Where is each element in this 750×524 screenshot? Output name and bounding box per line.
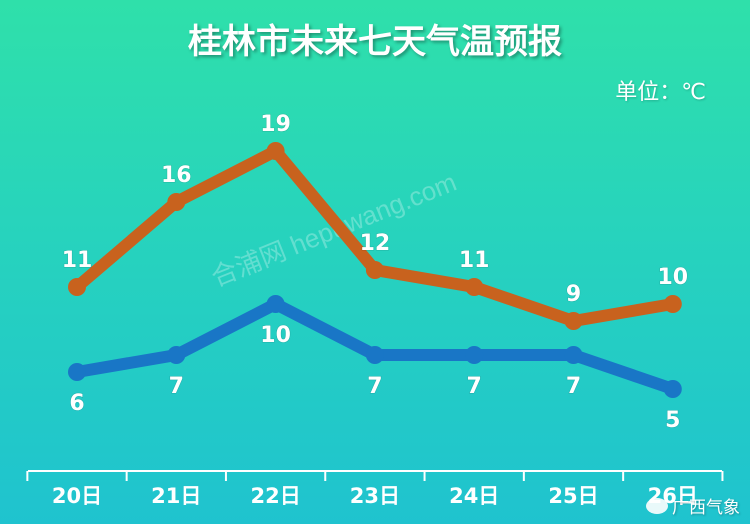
data-point-high [68, 278, 86, 296]
x-tick-label: 22日 [250, 484, 300, 508]
data-label-high: 10 [657, 265, 688, 290]
data-point-high [365, 261, 384, 279]
data-label-high: 16 [161, 163, 192, 188]
data-point-high [465, 278, 484, 296]
data-point-high [564, 312, 583, 330]
data-label-low: 6 [69, 391, 84, 416]
data-point-low [465, 346, 484, 364]
data-label-low: 7 [566, 374, 581, 399]
data-point-low [564, 346, 583, 364]
data-point-low [167, 346, 186, 364]
data-label-low: 7 [367, 374, 382, 399]
data-point-high [663, 295, 682, 313]
data-label-high: 11 [62, 248, 93, 273]
x-tick-label: 25日 [548, 484, 598, 508]
data-label-low: 7 [467, 374, 482, 399]
data-label-high: 9 [566, 282, 581, 307]
source-label: 广西气象 [672, 498, 740, 518]
data-label-low: 7 [169, 374, 184, 399]
unit-label: 单位：℃ [615, 80, 706, 105]
data-point-low [365, 346, 384, 364]
x-tick-label: 23日 [350, 484, 400, 508]
x-tick-label: 24日 [449, 484, 499, 508]
data-label-high: 11 [459, 248, 490, 273]
source-badge: 广西气象 [646, 493, 740, 518]
data-label-high: 12 [360, 231, 391, 256]
data-point-low [663, 380, 682, 398]
data-label-low: 5 [665, 408, 680, 433]
chart-title: 桂林市未来七天气温预报 [188, 22, 562, 62]
x-tick-label: 20日 [52, 484, 102, 508]
data-point-low [266, 295, 285, 313]
data-point-high [167, 193, 186, 211]
x-tick-label: 21日 [151, 484, 201, 508]
data-point-low [68, 363, 86, 381]
data-label-high: 19 [260, 112, 291, 137]
weibo-icon [646, 497, 668, 514]
data-label-low: 10 [260, 323, 291, 348]
data-point-high [266, 142, 285, 160]
